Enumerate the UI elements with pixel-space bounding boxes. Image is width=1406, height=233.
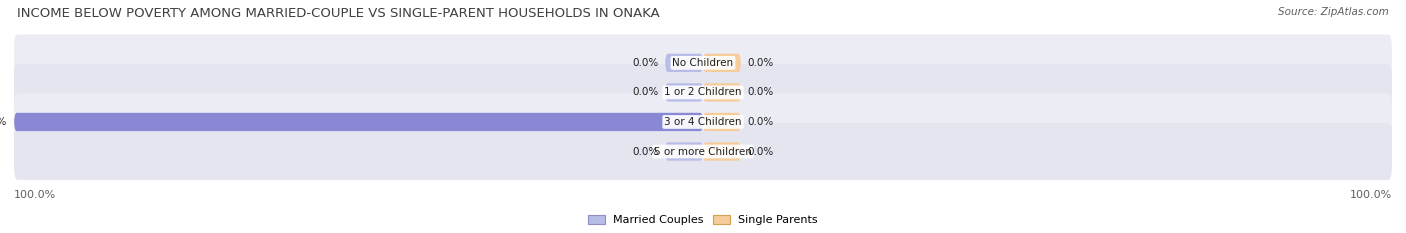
FancyBboxPatch shape [14,123,1392,180]
FancyBboxPatch shape [14,34,1392,91]
Text: 0.0%: 0.0% [748,87,775,97]
Text: 0.0%: 0.0% [748,147,775,157]
FancyBboxPatch shape [703,54,741,72]
Text: Source: ZipAtlas.com: Source: ZipAtlas.com [1278,7,1389,17]
Text: 3 or 4 Children: 3 or 4 Children [664,117,742,127]
FancyBboxPatch shape [703,113,741,131]
FancyBboxPatch shape [703,83,741,102]
Text: 100.0%: 100.0% [0,117,7,127]
Text: 100.0%: 100.0% [14,190,56,200]
FancyBboxPatch shape [665,54,703,72]
Text: 0.0%: 0.0% [631,58,658,68]
Text: 100.0%: 100.0% [1350,190,1392,200]
FancyBboxPatch shape [14,113,703,131]
FancyBboxPatch shape [14,94,1392,150]
Legend: Married Couples, Single Parents: Married Couples, Single Parents [588,215,818,225]
Text: No Children: No Children [672,58,734,68]
Text: 0.0%: 0.0% [748,58,775,68]
Text: 5 or more Children: 5 or more Children [654,147,752,157]
FancyBboxPatch shape [665,142,703,161]
Text: 1 or 2 Children: 1 or 2 Children [664,87,742,97]
FancyBboxPatch shape [14,64,1392,121]
Text: 0.0%: 0.0% [631,87,658,97]
Text: 0.0%: 0.0% [748,117,775,127]
Text: INCOME BELOW POVERTY AMONG MARRIED-COUPLE VS SINGLE-PARENT HOUSEHOLDS IN ONAKA: INCOME BELOW POVERTY AMONG MARRIED-COUPL… [17,7,659,20]
Text: 0.0%: 0.0% [631,147,658,157]
FancyBboxPatch shape [703,142,741,161]
FancyBboxPatch shape [665,83,703,102]
